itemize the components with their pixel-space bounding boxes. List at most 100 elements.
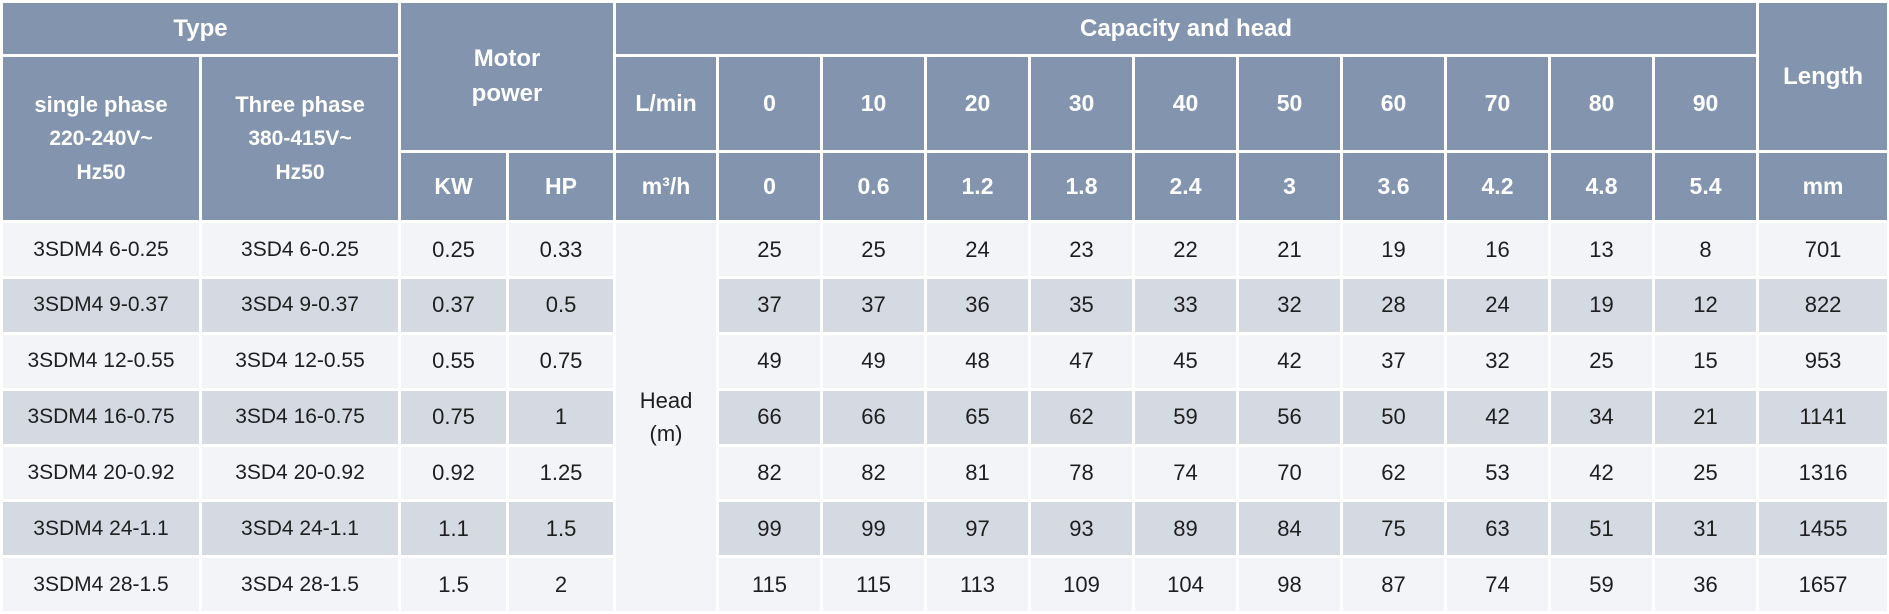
header-flow-m3h-5: 3 — [1239, 153, 1341, 221]
cell-model-single-phase: 3SDM4 16-0.75 — [3, 390, 199, 444]
cell-hp: 0.33 — [509, 223, 614, 277]
cell-head-value: 66 — [823, 390, 925, 444]
cell-head-value: 78 — [1031, 446, 1133, 500]
table-row: 3SDM4 16-0.75 3SD4 16-0.75 0.75 1 66 66 … — [3, 390, 1888, 444]
cell-head-value: 23 — [1031, 223, 1133, 277]
cell-hp: 1.5 — [509, 502, 614, 556]
cell-kw: 1.1 — [401, 502, 507, 556]
cell-head-value: 34 — [1551, 390, 1653, 444]
cell-head-value: 75 — [1343, 502, 1445, 556]
head-label: Head — [639, 388, 693, 414]
cell-head-value: 98 — [1239, 558, 1341, 611]
cell-head-value: 89 — [1135, 502, 1237, 556]
cell-kw: 1.5 — [401, 558, 507, 611]
cell-head-value: 84 — [1239, 502, 1341, 556]
cell-head-value: 25 — [1655, 446, 1757, 500]
cell-head-value: 45 — [1135, 334, 1237, 388]
single-phase-name: single phase — [34, 91, 168, 117]
cell-head-value: 19 — [1551, 279, 1653, 332]
cell-head-value: 81 — [927, 446, 1029, 500]
header-flow-m3h-2: 1.2 — [927, 153, 1029, 221]
header-flow-lmin-1: 10 — [823, 56, 925, 151]
table-row: 3SDM4 12-0.55 3SD4 12-0.55 0.55 0.75 49 … — [3, 334, 1888, 388]
cell-head-value: 49 — [719, 334, 821, 388]
cell-length: 822 — [1759, 279, 1888, 332]
header-single-phase: single phase 220-240V~ Hz50 — [3, 56, 199, 221]
cell-length: 1316 — [1759, 446, 1888, 500]
cell-head-value: 115 — [823, 558, 925, 611]
cell-head-value: 42 — [1551, 446, 1653, 500]
cell-kw: 0.37 — [401, 279, 507, 332]
cell-head-value: 56 — [1239, 390, 1341, 444]
cell-head-value: 21 — [1655, 390, 1757, 444]
cell-head-value: 49 — [823, 334, 925, 388]
three-phase-voltage: 380-415V~ — [248, 126, 352, 150]
cell-head-value: 32 — [1447, 334, 1549, 388]
header-flow-m3h-7: 4.2 — [1447, 153, 1549, 221]
header-flow-m3h-1: 0.6 — [823, 153, 925, 221]
cell-model-single-phase: 3SDM4 20-0.92 — [3, 446, 199, 500]
header-flow-lmin-label: L/min — [616, 56, 717, 151]
cell-hp: 0.5 — [509, 279, 614, 332]
cell-head-value: 65 — [927, 390, 1029, 444]
header-flow-lmin-2: 20 — [927, 56, 1029, 151]
header-length-unit: mm — [1759, 153, 1888, 221]
cell-head-value: 99 — [823, 502, 925, 556]
cell-head-value: 37 — [823, 279, 925, 332]
cell-model-single-phase: 3SDM4 24-1.1 — [3, 502, 199, 556]
cell-head-value: 47 — [1031, 334, 1133, 388]
cell-model-single-phase: 3SDM4 9-0.37 — [3, 279, 199, 332]
cell-head-value: 50 — [1343, 390, 1445, 444]
cell-head-value: 15 — [1655, 334, 1757, 388]
cell-length: 1455 — [1759, 502, 1888, 556]
header-flow-lmin-7: 70 — [1447, 56, 1549, 151]
cell-length: 1141 — [1759, 390, 1888, 444]
header-flow-m3h-6: 3.6 — [1343, 153, 1445, 221]
cell-model-three-phase: 3SD4 12-0.55 — [202, 334, 399, 388]
cell-head-value: 82 — [719, 446, 821, 500]
header-flow-lmin-8: 80 — [1551, 56, 1653, 151]
cell-head-value: 42 — [1239, 334, 1341, 388]
cell-head-value: 25 — [1551, 334, 1653, 388]
header-flow-m3h-4: 2.4 — [1135, 153, 1237, 221]
cell-head-value: 25 — [719, 223, 821, 277]
header-three-phase: Three phase 380-415V~ Hz50 — [202, 56, 399, 221]
cell-head-value: 62 — [1031, 390, 1133, 444]
single-phase-voltage: 220-240V~ — [49, 126, 153, 150]
cell-head-value: 32 — [1239, 279, 1341, 332]
header-flow-m3h-8: 4.8 — [1551, 153, 1653, 221]
cell-head-value: 87 — [1343, 558, 1445, 611]
cell-model-single-phase: 3SDM4 6-0.25 — [3, 223, 199, 277]
header-motor-power: Motor power — [401, 3, 614, 151]
cell-head-value: 99 — [719, 502, 821, 556]
cell-head-value: 21 — [1239, 223, 1341, 277]
cell-head-value: 115 — [719, 558, 821, 611]
cell-model-single-phase: 3SDM4 12-0.55 — [3, 334, 199, 388]
cell-head-value: 48 — [927, 334, 1029, 388]
cell-head-m-label: Head (m) — [616, 223, 717, 611]
cell-hp: 1.25 — [509, 446, 614, 500]
cell-head-value: 74 — [1135, 446, 1237, 500]
cell-head-value: 93 — [1031, 502, 1133, 556]
cell-length: 953 — [1759, 334, 1888, 388]
cell-head-value: 36 — [927, 279, 1029, 332]
cell-head-value: 113 — [927, 558, 1029, 611]
cell-length: 1657 — [1759, 558, 1888, 611]
cell-head-value: 19 — [1343, 223, 1445, 277]
cell-head-value: 97 — [927, 502, 1029, 556]
cell-head-value: 24 — [927, 223, 1029, 277]
cell-model-single-phase: 3SDM4 28-1.5 — [3, 558, 199, 611]
cell-head-value: 59 — [1135, 390, 1237, 444]
header-capacity-and-head: Capacity and head — [616, 3, 1757, 54]
cell-head-value: 42 — [1447, 390, 1549, 444]
three-phase-frequency: Hz50 — [275, 160, 325, 184]
cell-head-value: 33 — [1135, 279, 1237, 332]
header-flow-m3h-3: 1.8 — [1031, 153, 1133, 221]
cell-head-value: 25 — [823, 223, 925, 277]
cell-head-value: 36 — [1655, 558, 1757, 611]
cell-kw: 0.92 — [401, 446, 507, 500]
cell-head-value: 13 — [1551, 223, 1653, 277]
cell-head-value: 62 — [1343, 446, 1445, 500]
cell-head-value: 22 — [1135, 223, 1237, 277]
cell-head-value: 51 — [1551, 502, 1653, 556]
